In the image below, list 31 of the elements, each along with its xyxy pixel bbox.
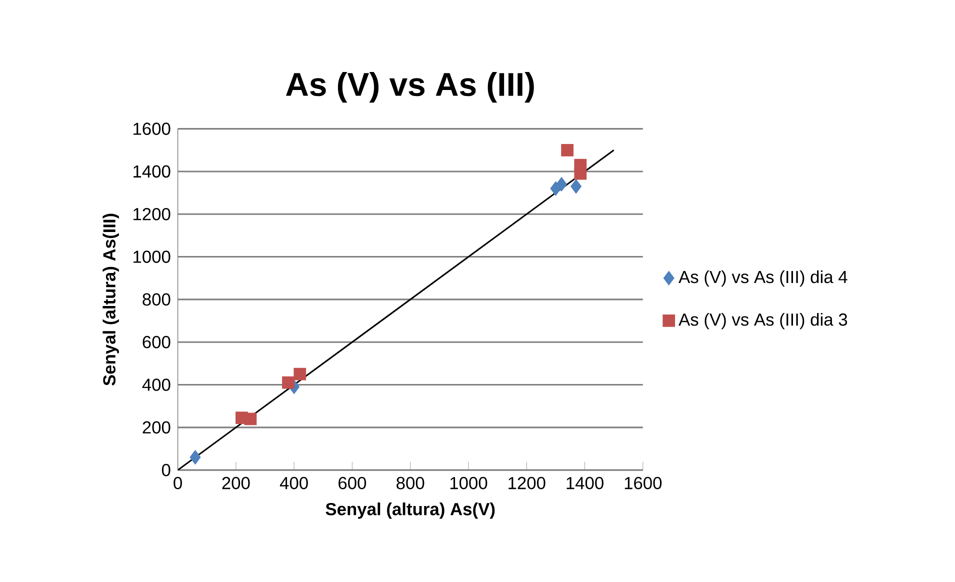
y-axis-title: Senyal (altura) As(III) <box>102 214 119 386</box>
x-tick-label: 1000 <box>450 476 488 490</box>
x-tick-label: 1600 <box>624 476 662 490</box>
y-tick-label: 600 <box>142 336 170 348</box>
x-tick-label: 600 <box>338 476 366 490</box>
legend-label: As (V) vs As (III) dia 3 <box>678 312 848 330</box>
x-tick-label: 400 <box>280 476 308 490</box>
y-tick-label: 1000 <box>134 250 170 263</box>
x-tick-label: 800 <box>396 476 424 490</box>
point <box>244 412 257 425</box>
y-tick-label: 1200 <box>134 208 170 220</box>
point <box>282 376 294 389</box>
y-tick-label: 1600 <box>134 122 170 135</box>
point <box>574 167 587 180</box>
y-tick-label: 1400 <box>134 165 170 178</box>
y-tick-label: 0 <box>162 464 170 476</box>
x-tick-label: 1200 <box>508 476 546 490</box>
x-tick-label: 0 <box>174 476 182 490</box>
chart-title: As (V) vs As (III) <box>286 72 534 102</box>
x-tick-label: 1400 <box>566 476 604 490</box>
y-tick-label: 200 <box>142 421 170 434</box>
x-axis-title: Senyal (altura) As(V) <box>326 502 495 519</box>
y-tick-label: 800 <box>142 293 170 306</box>
point <box>556 176 567 192</box>
point <box>570 179 582 194</box>
point <box>190 450 201 464</box>
x-tick-label: 200 <box>222 476 250 490</box>
point <box>294 368 306 380</box>
point <box>561 144 574 156</box>
legend-label: As (V) vs As (III) dia 4 <box>678 270 848 286</box>
y-tick-label: 400 <box>142 378 170 391</box>
